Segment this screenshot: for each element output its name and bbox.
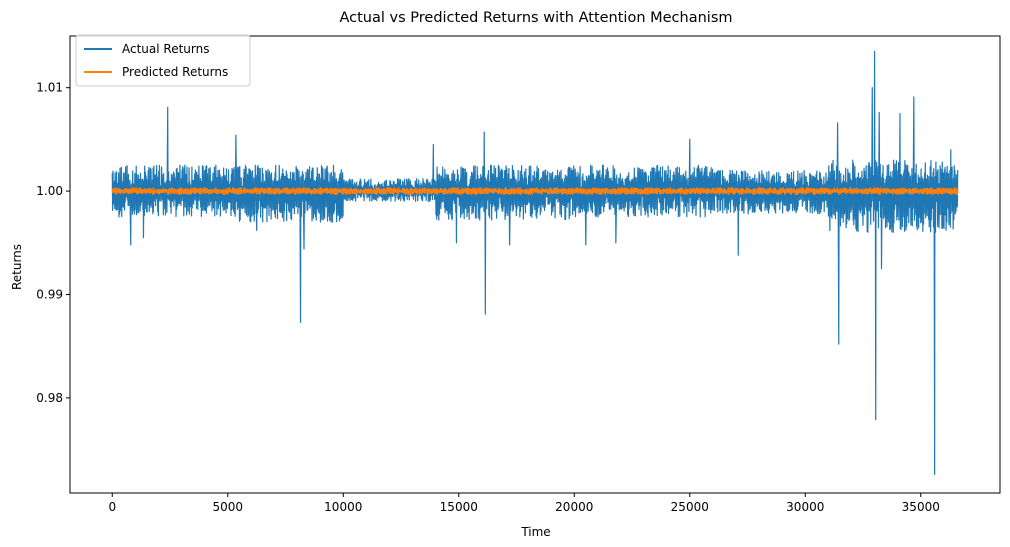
plot-area [69, 35, 1001, 494]
axes-background [70, 36, 1000, 493]
y-axis-label: Returns [10, 244, 24, 290]
y-tick-label: 0.98 [36, 391, 63, 405]
x-tick-label: 0 [108, 500, 116, 514]
x-tick-label: 25000 [671, 500, 709, 514]
legend: Actual Returns Predicted Returns [75, 34, 251, 87]
axes-frame [69, 35, 1001, 494]
legend-label-actual: Actual Returns [122, 42, 209, 56]
x-tick-label: 35000 [902, 500, 940, 514]
x-axis: 0 5000 10000 15000 20000 25000 30000 35000 [108, 493, 940, 514]
series-layer [111, 50, 959, 475]
y-tick-label: 0.99 [36, 287, 63, 301]
y-axis: 0.98 0.99 1.00 1.01 [36, 81, 70, 405]
x-tick-label: 20000 [555, 500, 593, 514]
legend-label-predicted: Predicted Returns [122, 65, 228, 79]
chart-title: Actual vs Predicted Returns with Attenti… [339, 10, 732, 26]
x-tick-label: 30000 [786, 500, 824, 514]
series-line-actual-returns [111, 50, 959, 475]
y-tick-label: 1.00 [36, 184, 63, 198]
legend-box [75, 34, 251, 87]
x-axis-label: Time [520, 525, 550, 539]
x-tick-label: 10000 [324, 500, 362, 514]
series-line-predicted-returns [111, 187, 959, 195]
x-tick-label: 5000 [212, 500, 243, 514]
y-tick-label: 1.01 [36, 81, 63, 95]
x-tick-label: 15000 [440, 500, 478, 514]
